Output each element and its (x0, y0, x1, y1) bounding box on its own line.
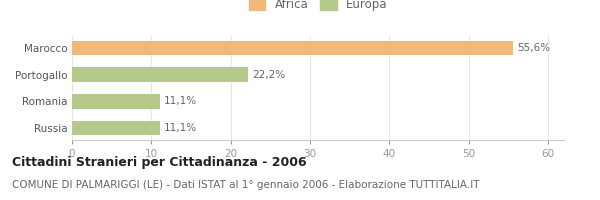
Bar (72, 67, 248, 82)
Text: 55,6%: 55,6% (517, 43, 550, 53)
Bar (72, 121, 160, 135)
Bar (72, 94, 160, 109)
Text: COMUNE DI PALMARIGGI (LE) - Dati ISTAT al 1° gennaio 2006 - Elaborazione TUTTITA: COMUNE DI PALMARIGGI (LE) - Dati ISTAT a… (12, 180, 479, 190)
Bar (72, 41, 513, 55)
Text: 11,1%: 11,1% (164, 123, 197, 133)
Text: 11,1%: 11,1% (164, 96, 197, 106)
Legend: Africa, Europa: Africa, Europa (248, 0, 388, 11)
Text: 22,2%: 22,2% (252, 70, 285, 80)
Text: Cittadini Stranieri per Cittadinanza - 2006: Cittadini Stranieri per Cittadinanza - 2… (12, 156, 307, 169)
